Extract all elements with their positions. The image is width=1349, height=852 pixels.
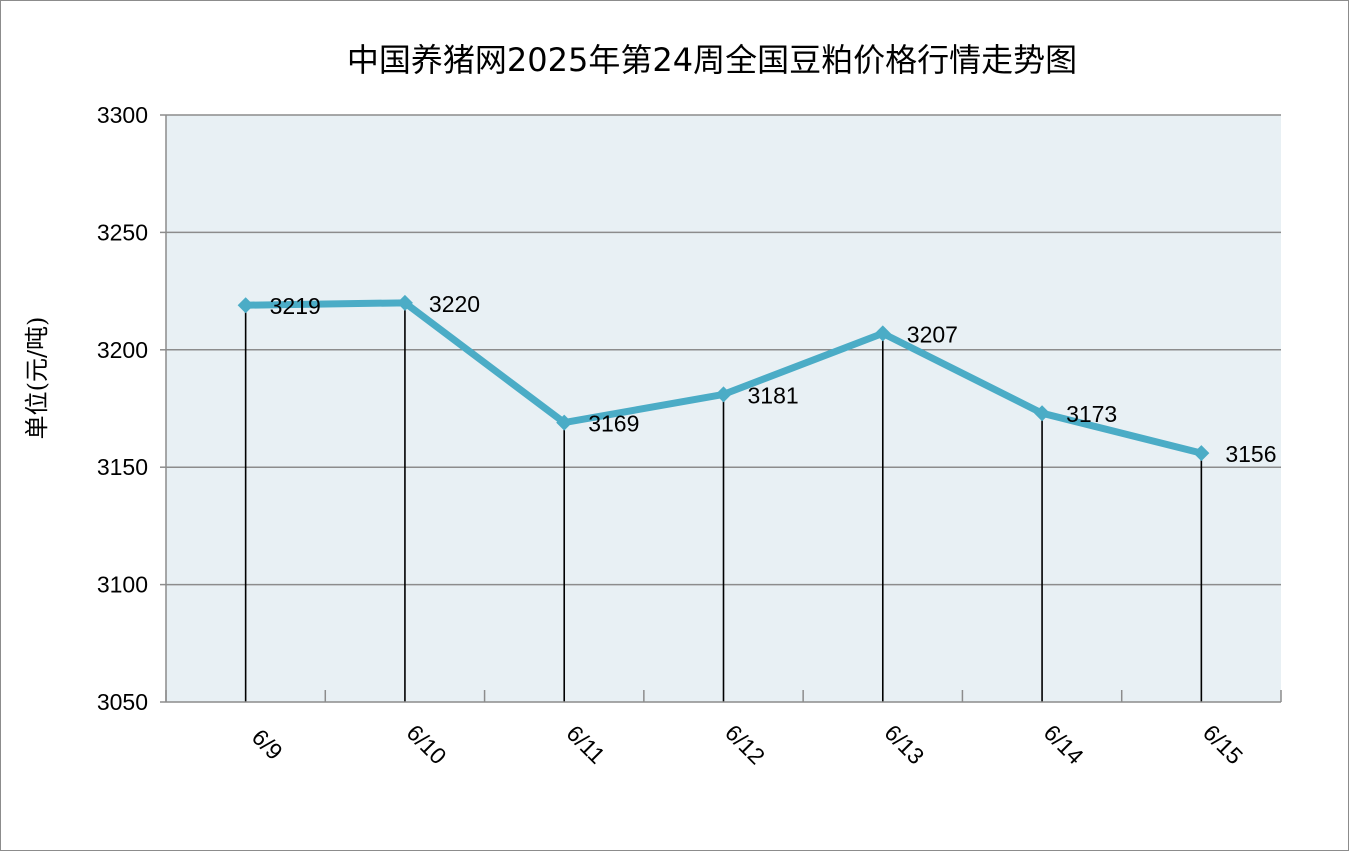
data-label-6/9: 3219 (270, 293, 321, 319)
axes (160, 114, 1282, 703)
data-labels: 3219 3220 3169 3181 3207 3173 3156 (270, 291, 1277, 467)
y-tick-label-3200: 3200 (97, 337, 148, 363)
series-price (237, 294, 1210, 462)
y-axis-label: 单位(元/吨) (23, 317, 51, 440)
data-label-6/15: 3156 (1225, 441, 1276, 467)
y-tick-label-3100: 3100 (97, 572, 148, 598)
data-label-6/11: 3169 (588, 411, 639, 437)
data-point-6/14 (1034, 405, 1051, 422)
x-tick-label-6/15: 6/15 (1198, 719, 1248, 769)
y-tick-label-3300: 3300 (97, 102, 148, 128)
data-label-6/10: 3220 (429, 291, 480, 317)
data-label-6/13: 3207 (907, 321, 958, 347)
drop-lines (244, 302, 1203, 702)
data-point-6/11 (556, 414, 573, 431)
y-tick-label-3150: 3150 (97, 454, 148, 480)
data-point-6/12 (715, 386, 732, 403)
y-tick-labels: 3050 3100 3150 3200 3250 3300 (97, 102, 148, 715)
y-tick-label-3050: 3050 (97, 689, 148, 715)
y-tick-label-3250: 3250 (97, 219, 148, 245)
data-label-6/14: 3173 (1066, 401, 1117, 427)
x-tick-label-6/9: 6/9 (247, 724, 288, 765)
chart-title: 中国养猪网2025年第24周全国豆粕价格行情走势图 (347, 41, 1077, 79)
x-tick-labels: 6/9 6/10 6/11 6/12 6/13 6/14 6/15 (247, 719, 1248, 769)
x-tick-label-6/12: 6/12 (720, 719, 770, 769)
x-tick-label-6/11: 6/11 (561, 720, 610, 769)
x-tick-label-6/13: 6/13 (879, 719, 929, 769)
x-tick-label-6/10: 6/10 (402, 719, 452, 769)
data-point-6/15 (1193, 445, 1210, 462)
data-point-6/13 (874, 325, 891, 342)
data-point-6/10 (396, 294, 413, 311)
data-label-6/12: 3181 (748, 382, 799, 408)
x-tick-label-6/14: 6/14 (1039, 719, 1089, 769)
data-point-6/9 (237, 297, 254, 314)
